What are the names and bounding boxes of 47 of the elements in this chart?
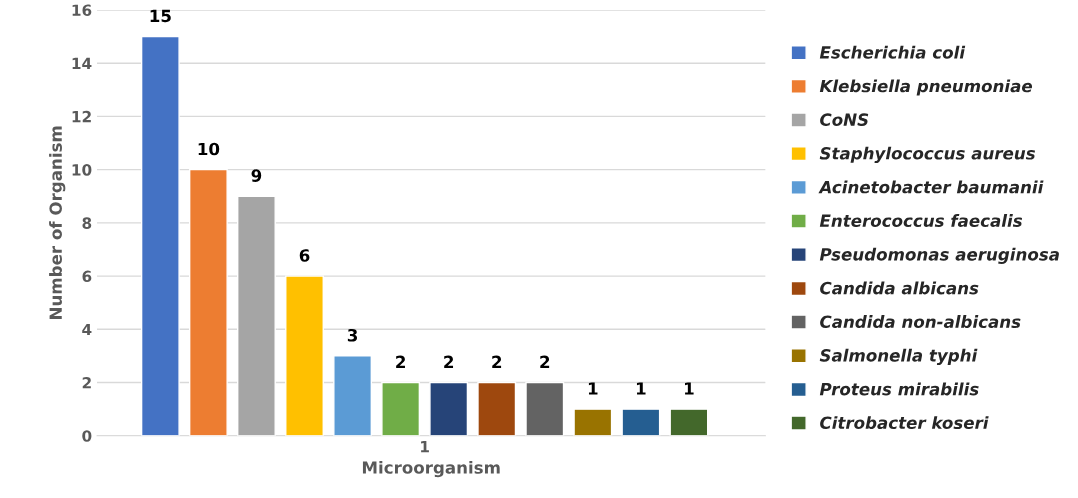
data-label: 6 xyxy=(299,249,310,262)
bar xyxy=(237,195,276,436)
y-tick-label: 16 xyxy=(72,4,92,16)
legend-label: Acinetobacter baumanii xyxy=(818,180,1044,194)
legend-label: Escherichia coli xyxy=(819,45,966,59)
y-tick-label: 14 xyxy=(72,57,92,69)
data-label: 2 xyxy=(396,355,405,368)
legend-label: Proteus mirabilis xyxy=(819,382,979,396)
data-label: 15 xyxy=(150,9,171,23)
data-label: 1 xyxy=(636,382,646,395)
bar xyxy=(621,408,661,436)
legend-label: Citrobacter koseri xyxy=(820,416,989,430)
data-label: 2 xyxy=(444,355,454,368)
legend-label: Klebsiella pneumoniae xyxy=(819,79,1033,96)
y-tick-label: 2 xyxy=(82,376,91,389)
y-tick-label: 8 xyxy=(82,217,92,229)
legend-label: Candida albicans xyxy=(820,281,979,295)
legend-label: Enterococcus faecalis xyxy=(819,214,1023,227)
legend-label: CoNS xyxy=(820,113,869,126)
y-tick-label: 10 xyxy=(72,164,92,176)
y-axis-title: Number of Organism xyxy=(49,126,66,320)
bar xyxy=(285,275,324,436)
data-label: 3 xyxy=(347,328,358,342)
bar xyxy=(140,35,180,436)
bar xyxy=(188,168,228,436)
bar xyxy=(333,355,373,436)
data-label: 10 xyxy=(198,142,220,156)
legend-label: Staphylococcus aureus xyxy=(819,146,1036,163)
bar xyxy=(525,381,565,436)
y-tick-label: 4 xyxy=(82,323,92,336)
y-tick-label: 0 xyxy=(82,430,92,442)
data-label: 9 xyxy=(251,169,262,182)
legend-label: Pseudomonas aeruginosa xyxy=(819,247,1059,264)
x-axis-title: Microorganism xyxy=(362,460,500,478)
bar xyxy=(669,408,709,436)
legend-label: Candida non-albicans xyxy=(820,315,1021,329)
data-label: 2 xyxy=(492,355,502,368)
data-label: 1 xyxy=(588,382,598,395)
data-label: 2 xyxy=(540,355,550,368)
data-label: 1 xyxy=(685,382,694,395)
y-tick-label: 12 xyxy=(72,110,91,123)
bar xyxy=(429,381,469,436)
bar xyxy=(477,381,517,436)
y-tick-label: 6 xyxy=(82,270,92,283)
bar xyxy=(381,381,421,436)
bar xyxy=(573,408,613,436)
legend-label: Salmonella typhi xyxy=(819,348,978,366)
